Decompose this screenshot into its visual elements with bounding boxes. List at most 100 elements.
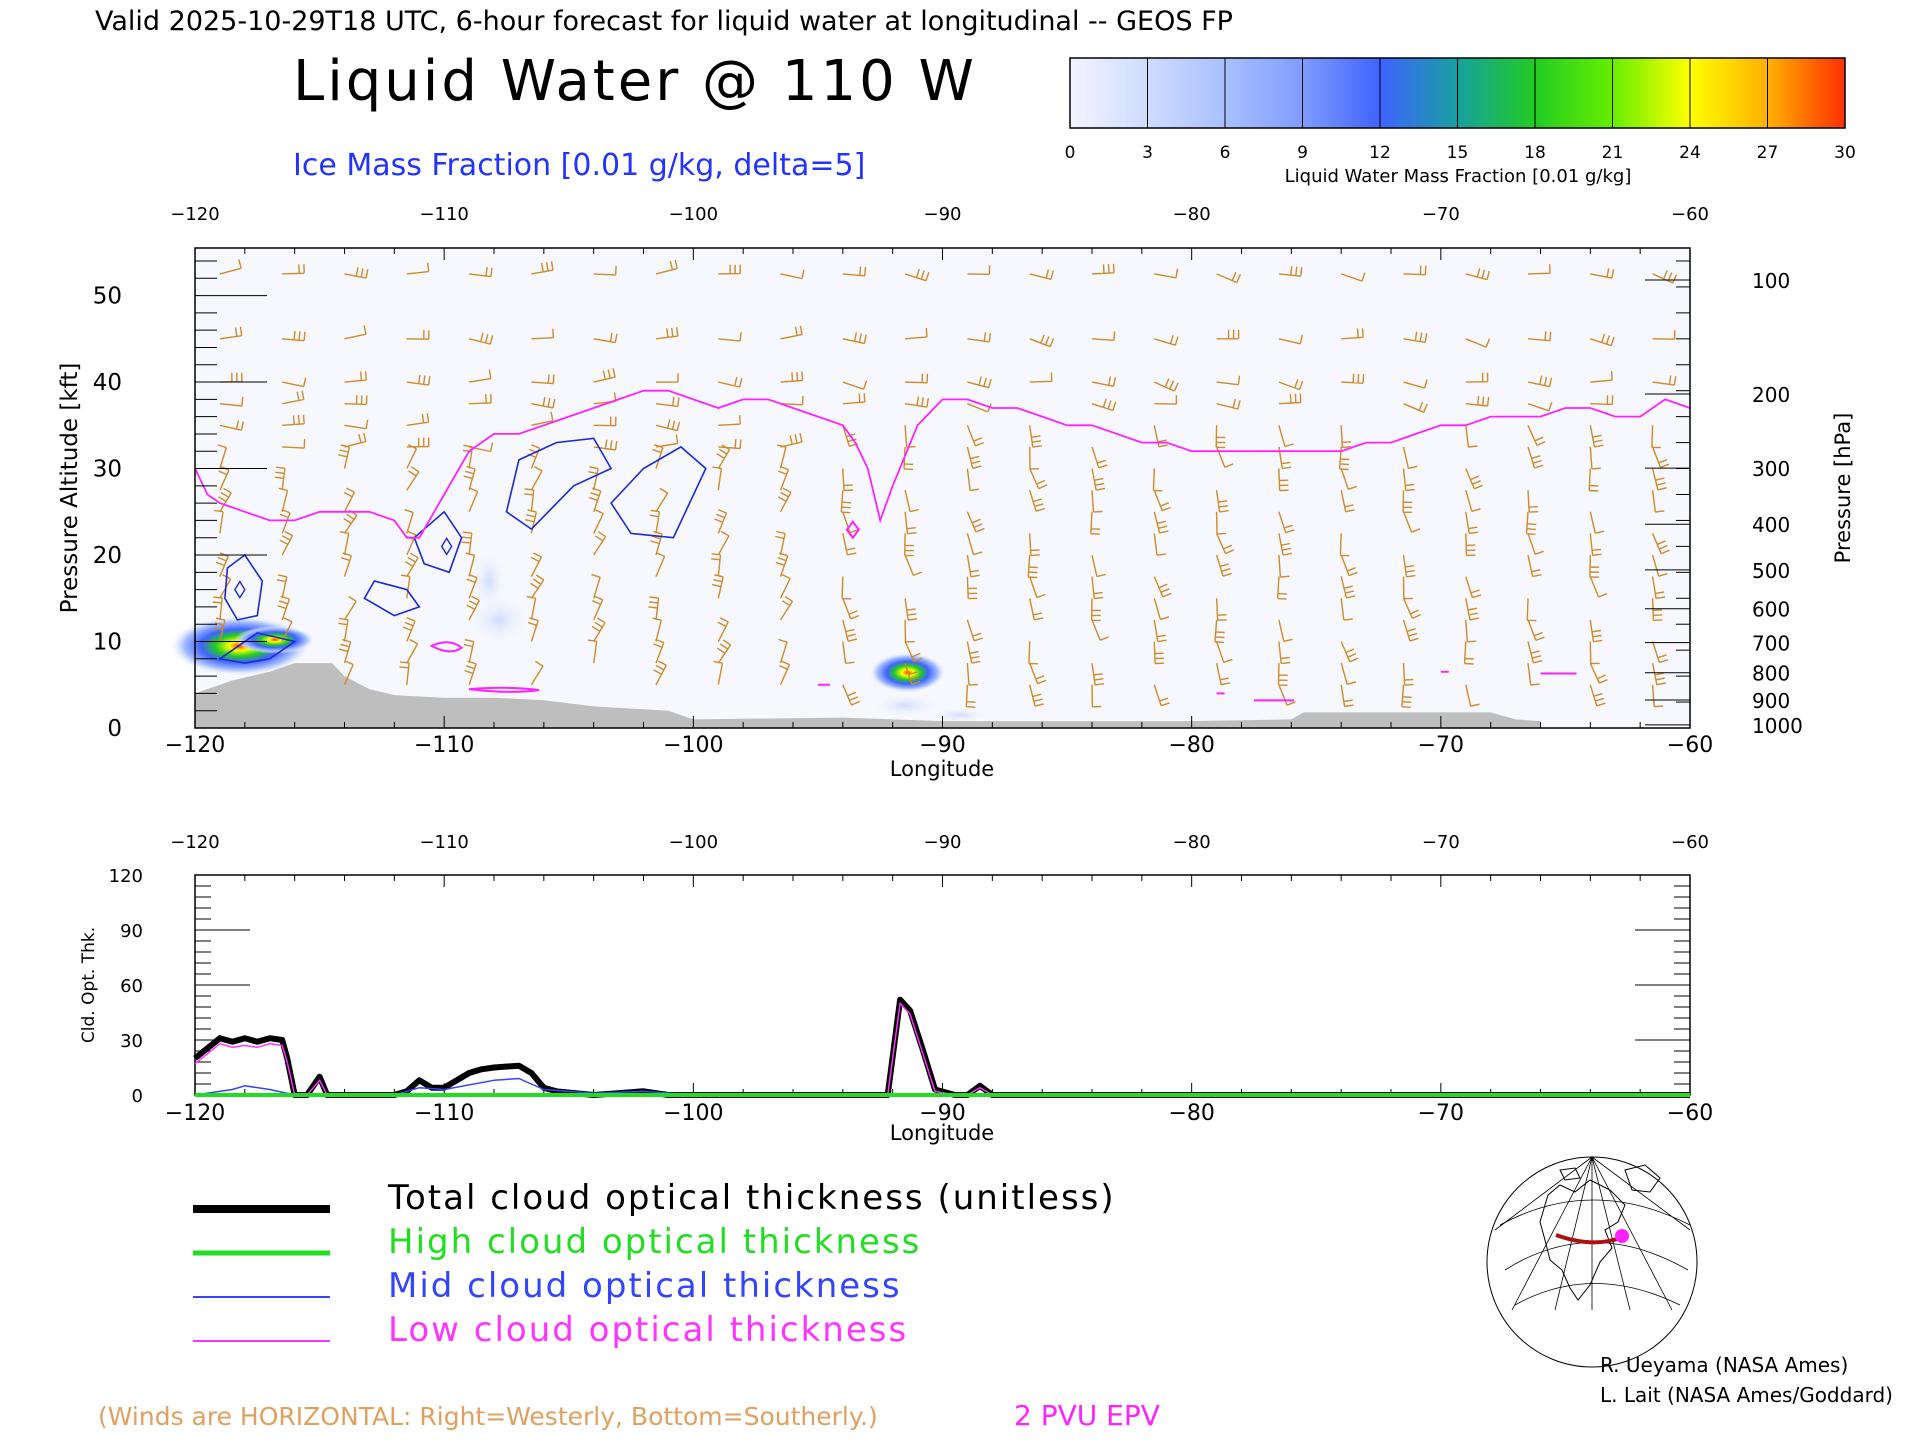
wind-barb	[965, 684, 976, 708]
wind-barb	[1340, 576, 1356, 599]
wind-barb	[344, 371, 368, 383]
wind-barb	[527, 444, 541, 469]
top-ytick-label: 10	[93, 630, 122, 656]
wind-barb	[650, 530, 663, 556]
wind-barb	[530, 465, 543, 491]
top-xtick-label: −100	[663, 733, 723, 758]
wind-barb	[1029, 489, 1045, 512]
wind-barb	[1465, 372, 1489, 383]
wind-barb	[1215, 425, 1226, 449]
wind-barb	[1651, 662, 1666, 686]
wind-barb	[217, 444, 227, 469]
wind-barb	[1027, 554, 1038, 579]
epv-feature	[845, 520, 861, 540]
wind-barb	[1153, 576, 1172, 598]
wind-barb	[219, 420, 245, 431]
wind-barb	[1091, 446, 1108, 469]
wind-barb	[840, 490, 852, 514]
wind-barb	[842, 332, 867, 345]
wind-barb	[1403, 401, 1428, 413]
colorbar: 0 3 6 9 12 15 18 21 24 27 30 Liquid Water Mass Fra…	[1065, 57, 1856, 187]
colorbar-tick-label: 27	[1757, 143, 1779, 163]
wind-barb	[339, 531, 350, 556]
wind-barb	[1402, 468, 1415, 492]
wind-barb	[1652, 375, 1677, 386]
wind-barb	[1216, 272, 1242, 284]
bottom-xtick-label-upper: −120	[170, 832, 219, 853]
wind-barb	[1527, 619, 1545, 642]
ice-contour	[610, 445, 707, 539]
wind-barb	[1090, 598, 1101, 622]
wind-barb	[842, 425, 859, 447]
top-xtick-label-upper: −70	[1422, 204, 1460, 225]
wind-barb	[1589, 425, 1604, 448]
wind-barb	[219, 259, 242, 275]
ice-contour	[217, 632, 297, 664]
wind-barb	[1589, 684, 1606, 707]
wind-barb	[842, 641, 855, 664]
wind-barb	[777, 465, 790, 491]
wind-barb	[1277, 663, 1288, 686]
wind-barb	[587, 639, 598, 664]
wind-barb	[531, 396, 556, 409]
wind-barb	[1465, 425, 1478, 448]
wind-barb	[966, 468, 980, 492]
wind-barb	[406, 413, 430, 426]
colorbar-tick-label: 3	[1142, 143, 1153, 163]
credit-line-2: L. Lait (NASA Ames/Goddard)	[1600, 1383, 1893, 1407]
wind-barb	[1652, 270, 1678, 284]
legend-label-low: Low cloud optical thickness	[388, 1310, 908, 1350]
wind-barb	[1154, 395, 1178, 405]
wind-barb	[406, 638, 419, 664]
wind-barb	[461, 531, 473, 556]
wind-barb	[1589, 576, 1608, 598]
wind-barb	[652, 617, 662, 642]
wind-barb	[1153, 641, 1165, 665]
wind-barb	[1278, 393, 1302, 405]
wind-barb	[282, 414, 305, 426]
wind-barb	[1278, 533, 1293, 556]
wind-barb	[1590, 395, 1614, 406]
colorbar-tick-label: 15	[1447, 143, 1469, 163]
wind-barb	[531, 411, 554, 426]
wind-barb	[1091, 263, 1115, 275]
wind-barb	[530, 574, 545, 599]
wind-barb	[904, 490, 919, 513]
wind-barb	[1153, 684, 1170, 707]
wind-barb	[530, 660, 544, 686]
wind-barb	[525, 509, 537, 534]
wind-barb	[1153, 598, 1170, 621]
wind-barb	[1465, 576, 1482, 599]
wind-barb	[1216, 398, 1241, 410]
wind-barb	[593, 332, 618, 344]
wind-barb	[1651, 641, 1669, 664]
wind-barb	[1216, 375, 1241, 386]
wind-barb	[338, 444, 351, 469]
wind-barb	[468, 369, 492, 383]
bottom-xtick-label: −120	[165, 1101, 225, 1126]
wind-barb	[1465, 338, 1491, 348]
ice-field-shading	[471, 550, 508, 611]
top-ytick-label: 20	[93, 543, 122, 569]
wind-barb	[1214, 619, 1225, 644]
wind-barb	[593, 531, 607, 556]
wind-barb	[1091, 331, 1116, 341]
wind-barb	[406, 466, 420, 491]
wind-barb	[1029, 269, 1054, 280]
wind-barb	[904, 554, 922, 577]
wind-barb	[1215, 511, 1227, 535]
wind-barb	[465, 552, 476, 577]
bottom-plot-frame	[194, 874, 1691, 1096]
wind-barb	[1465, 468, 1483, 490]
wind-barb	[1589, 554, 1600, 578]
wind-barb	[1029, 334, 1055, 348]
colorbar-frame	[1069, 57, 1846, 129]
valid-time-line: Valid 2025-10-29T18 UTC, 6-hour forecast…	[95, 6, 1233, 37]
wind-barb	[344, 267, 369, 279]
wind-barb	[212, 596, 223, 620]
wind-barb	[775, 552, 789, 577]
wind-barb	[716, 444, 731, 469]
wind-barb	[406, 330, 430, 340]
wind-barb	[1153, 533, 1166, 556]
wind-barb	[1402, 511, 1421, 533]
